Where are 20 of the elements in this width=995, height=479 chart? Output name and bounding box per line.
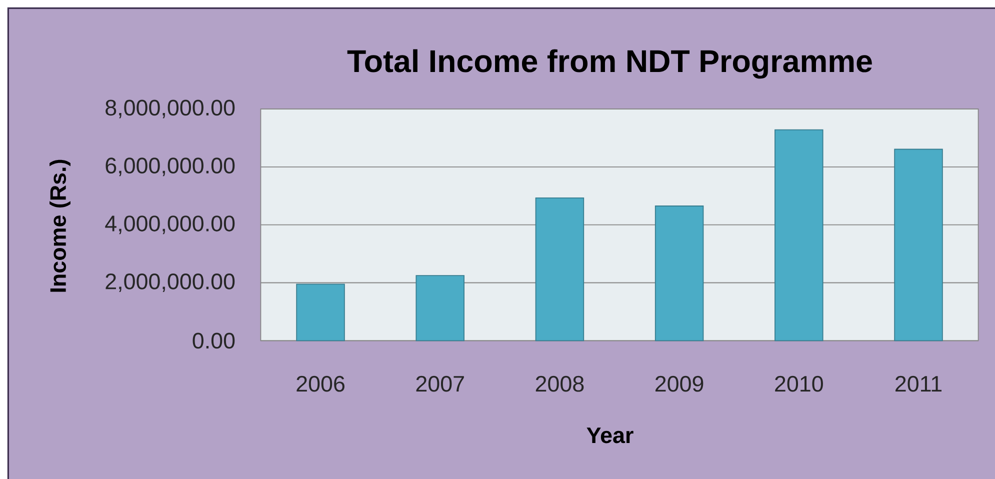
bar (774, 129, 824, 342)
x-axis-title: Year (586, 428, 634, 444)
y-tick-label: 2,000,000.00 (106, 274, 235, 292)
chart-title: Total Income from NDT Programme (347, 49, 872, 79)
y-tick-label: 4,000,000.00 (105, 216, 235, 234)
y-tick-label: 0.00 (192, 332, 235, 349)
x-tick-label: 2007 (416, 376, 464, 392)
x-tick-label: 2006 (296, 376, 344, 392)
x-tick-label: 2008 (536, 376, 584, 392)
bar (894, 148, 943, 342)
bar (654, 206, 704, 342)
bar (416, 275, 464, 342)
y-tick-label: 8,000,000.00 (106, 100, 235, 118)
bar (296, 284, 345, 342)
x-tick-label: 2011 (896, 376, 942, 392)
bar (535, 197, 584, 342)
y-tick-label: 6,000,000.00 (106, 158, 235, 176)
x-tick-label: 2009 (655, 376, 704, 392)
y-axis-title: Income (Rs.) (50, 160, 70, 292)
x-tick-label: 2010 (775, 376, 823, 392)
